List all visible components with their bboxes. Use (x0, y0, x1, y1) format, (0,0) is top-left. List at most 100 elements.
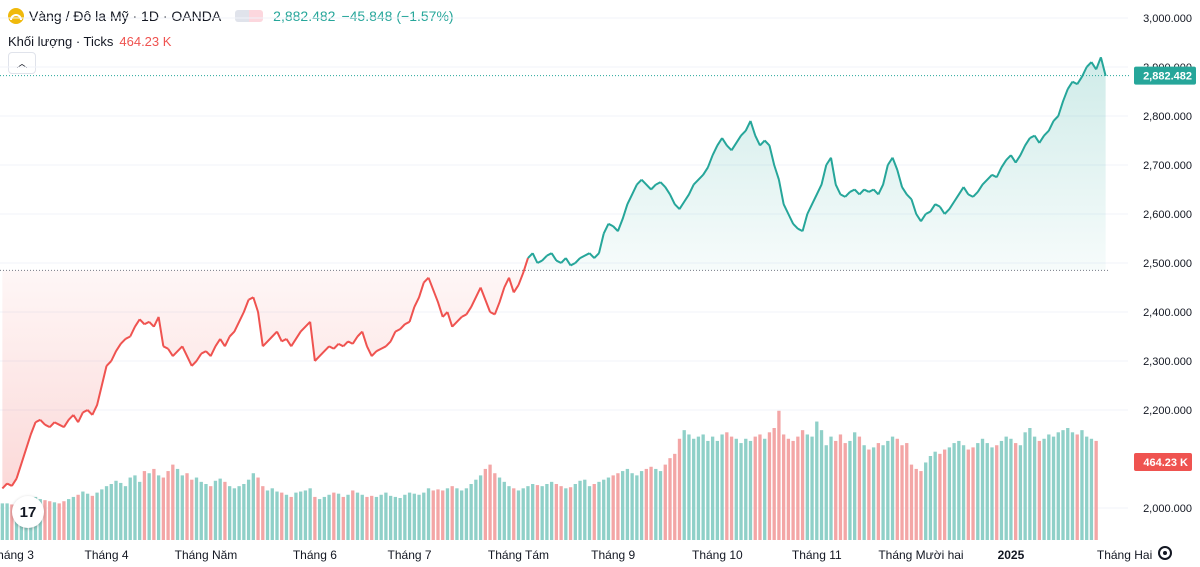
volume-bar (1051, 436, 1056, 540)
x-tick-label: Tháng 9 (591, 548, 635, 562)
volume-bar (204, 484, 208, 540)
volume-bar (871, 447, 876, 540)
volume-bar (1075, 434, 1079, 540)
legend-price: 2,882.482 (273, 8, 336, 24)
volume-bar (180, 475, 184, 540)
volume-bar (606, 477, 611, 540)
volume-legend-label[interactable]: Khối lượng · Ticks (8, 34, 114, 49)
volume-bar (621, 471, 625, 540)
volume-bar (739, 443, 743, 540)
volume-bar (119, 482, 123, 540)
volume-bar (436, 489, 440, 540)
volume-bar (549, 481, 554, 540)
volume-bar (639, 471, 644, 540)
volume-bar (95, 492, 99, 540)
volume-bar (445, 488, 450, 540)
volume-bar (980, 438, 985, 540)
volume-bar (48, 501, 52, 540)
volume-bar (109, 484, 113, 540)
x-tick-label: Tháng 3 (0, 548, 34, 562)
volume-bar (166, 471, 170, 540)
volume-bar (384, 492, 388, 540)
volume-bar (933, 451, 937, 540)
volume-bar (990, 447, 994, 540)
volume-bar (971, 447, 975, 540)
x-tick-label: Tháng Tám (488, 548, 549, 562)
volume-bar (1032, 436, 1037, 540)
volume-bar (450, 486, 454, 540)
volume-bar (398, 498, 402, 540)
tradingview-logo-icon[interactable]: 17 (12, 496, 44, 528)
volume-bar (1080, 430, 1084, 540)
symbol-title[interactable]: Vàng / Đô la Mỹ · 1D · OANDA (29, 8, 222, 24)
volume-bar (786, 438, 791, 540)
volume-bar (961, 445, 966, 540)
volume-bar (246, 479, 251, 540)
volume-bar (67, 499, 71, 540)
volume-bar (114, 480, 118, 540)
volume-bar (147, 473, 151, 540)
volume-bar (767, 432, 772, 540)
volume-bar (824, 445, 828, 540)
volume-bar (313, 496, 317, 540)
volume-bar (602, 479, 606, 540)
volume-bar (677, 438, 682, 540)
volume-bar (327, 494, 331, 540)
volume-bar (502, 481, 506, 540)
volume-bar (209, 486, 213, 540)
volume-bar (635, 475, 639, 540)
gear-icon[interactable] (1158, 546, 1172, 560)
volume-bar (1047, 434, 1051, 540)
volume-bar (1042, 438, 1046, 540)
volume-bar (280, 492, 284, 540)
y-tick-label: 2,300.000 (1143, 356, 1192, 368)
status-pill-icon[interactable] (235, 10, 264, 22)
volume-bar (616, 473, 620, 540)
volume-bar (142, 471, 147, 540)
volume-bar (190, 479, 194, 540)
volume-bar (1085, 436, 1089, 540)
volume-bar (862, 445, 866, 540)
volume-bar (729, 436, 734, 540)
volume-bar (332, 492, 336, 540)
volume-bar (5, 503, 9, 540)
x-tick-label: Tháng 6 (293, 548, 337, 562)
y-tick-label: 2,400.000 (1143, 307, 1192, 319)
volume-bar (1066, 428, 1070, 540)
volume-bar (322, 496, 327, 540)
volume-bar (1004, 436, 1008, 540)
volume-bar (156, 475, 161, 540)
volume-bar (815, 421, 819, 540)
volume-bar (237, 486, 241, 540)
volume-bar (407, 492, 412, 540)
volume-bar (138, 481, 142, 540)
collapse-legend-button[interactable]: ︿ (8, 52, 36, 74)
volume-bar (578, 480, 582, 540)
volume-bar (531, 484, 535, 540)
last-price-label: 2,882.482 (1143, 71, 1192, 83)
volume-bar (999, 440, 1004, 540)
volume-bar (800, 430, 805, 540)
volume-bar (663, 464, 667, 540)
volume-bar (744, 438, 748, 540)
volume-tag (1134, 453, 1192, 471)
volume-bar (587, 486, 592, 540)
volume-bar (763, 438, 767, 540)
volume-bar (270, 488, 274, 540)
volume-bar (895, 438, 899, 540)
volume-bar (161, 477, 166, 540)
volume-bar (1023, 432, 1027, 540)
volume-bar (431, 490, 435, 540)
x-tick-label: Tháng 4 (85, 548, 129, 562)
volume-bar (478, 475, 483, 540)
volume-bar (393, 496, 398, 540)
gold-symbol-icon (8, 8, 24, 24)
volume-bar (535, 485, 540, 540)
volume-bar (417, 494, 421, 540)
volume-bar (299, 491, 303, 540)
x-tick-label: Tháng 7 (388, 548, 432, 562)
volume-bar (966, 449, 970, 540)
volume-bar (388, 495, 393, 540)
volume-bar (1009, 438, 1013, 540)
